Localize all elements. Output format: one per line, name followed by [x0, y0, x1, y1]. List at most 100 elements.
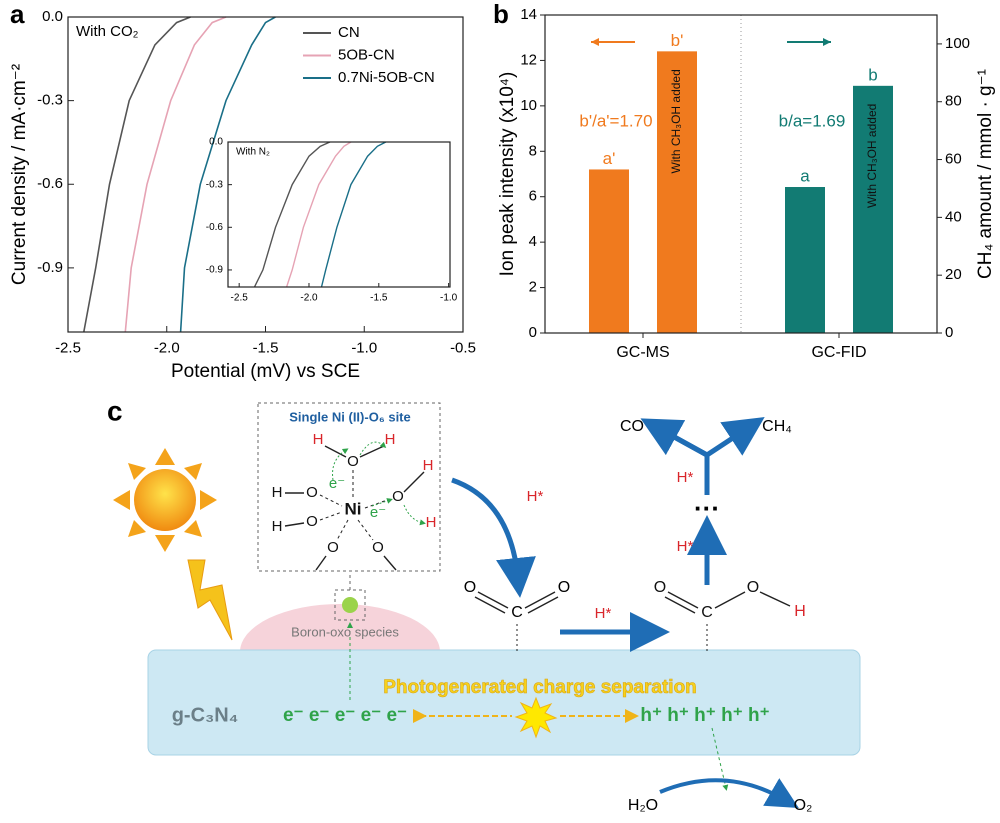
x-tick-label: -1.0 [351, 339, 377, 356]
y-axis-label: Ion peak intensity (x10⁴) [497, 72, 518, 277]
h-star: H* [527, 488, 544, 505]
e-transfer [403, 504, 426, 526]
y2-tick-label: 100 [945, 35, 970, 52]
y-tick-label: 4 [529, 233, 537, 250]
atom: O [464, 579, 476, 596]
hole-arrow [711, 727, 729, 791]
ratio-label: b'/a'=1.70 [579, 111, 652, 130]
sun-ray [128, 463, 146, 480]
e-transfer [359, 441, 387, 456]
lightning [187, 559, 233, 641]
series-line [285, 141, 352, 288]
co2-bonds [474, 591, 791, 614]
atom: e⁻ [370, 504, 386, 521]
y-tick-label: 10 [520, 97, 537, 114]
y-tick-label: -0.3 [37, 92, 63, 109]
ratio-label: b/a=1.69 [779, 111, 846, 130]
adsorb-arrow [451, 477, 536, 598]
y2-tick-label: 20 [945, 266, 962, 283]
e-transfer [371, 498, 393, 507]
coord-bonds [319, 470, 391, 541]
bar-chart: 0 2 4 6 8 10 12 14 0 20 40 60 80 100 GC-MS GC-FID a' b' Wi… [493, 0, 996, 361]
site-dot [342, 597, 358, 613]
product: CH₄ [762, 418, 792, 435]
oxidation-arrow [659, 778, 799, 809]
bar-label: b [868, 65, 877, 84]
y2-tick-label: 40 [945, 208, 962, 225]
e-transfer [332, 448, 349, 481]
atom: O [747, 579, 759, 596]
ellipsis: ··· [694, 493, 720, 523]
bond [383, 555, 397, 571]
atom: H [272, 484, 283, 501]
y2-tick-label: 0 [945, 324, 953, 341]
series-line [83, 16, 191, 333]
legend-label: 0.7Ni-5OB-CN [338, 69, 435, 86]
product-arrow [640, 418, 709, 458]
oxygen: O₂ [794, 797, 813, 814]
product: CO [620, 418, 644, 435]
y2-tick-label: 60 [945, 151, 962, 168]
series-line [179, 16, 276, 333]
site-box [257, 402, 441, 572]
excitation [514, 696, 558, 739]
atom: O [392, 488, 404, 505]
bond [477, 591, 509, 609]
bond [403, 471, 425, 493]
atom: O [306, 513, 318, 530]
bar-label: a' [603, 149, 616, 168]
sun-ray [155, 448, 175, 465]
y-tick-label: -0.9 [37, 259, 63, 276]
boron-region [240, 604, 440, 652]
substrate-label: g-C₃N₄ [172, 704, 239, 726]
atom: H [794, 603, 806, 620]
sun-ray [155, 535, 175, 552]
bond [315, 555, 327, 571]
legend-label: CN [338, 24, 360, 41]
atom: e⁻ [329, 475, 345, 492]
x-tick-label: GC-MS [616, 344, 669, 361]
coord-bond [319, 511, 343, 521]
panel-label: a [10, 0, 25, 29]
atom: O [327, 539, 339, 556]
chart-title: With N₂ [236, 147, 270, 158]
atom: O [558, 579, 570, 596]
bar [657, 51, 697, 333]
coord-bond [364, 498, 391, 509]
sun [113, 448, 217, 552]
panel-label: c [107, 395, 123, 426]
y-tick-label: 12 [520, 51, 537, 68]
y-tick-label: 8 [529, 142, 537, 159]
y-tick-label: 6 [529, 188, 537, 205]
series-line [124, 16, 227, 333]
diagram: c Single Ni (II)-O₆ site Boron-oxo speci… [107, 395, 861, 814]
atom: H [385, 431, 396, 448]
legend-label: 5OB-CN [338, 46, 395, 63]
h-star: H* [677, 469, 694, 486]
x-tick-label: -2.5 [231, 293, 249, 304]
bar-inner-label: With CH₃OH added [669, 69, 683, 173]
site-title: Single Ni (II)-O₆ site [289, 409, 410, 424]
sun-ray [128, 520, 146, 537]
x-tick-label: -2.5 [55, 339, 81, 356]
y-tick-label: -0.6 [206, 222, 224, 233]
bond [324, 445, 347, 458]
y2-axis-label: CH₄ amount / mmol · g⁻¹ [975, 69, 996, 279]
plot-frame [227, 141, 451, 288]
bar-label: a [800, 166, 810, 185]
x-tick-label: GC-FID [811, 344, 866, 361]
axis-arrowhead [823, 38, 831, 46]
bar-label: b' [671, 31, 684, 50]
sun-ray [184, 520, 202, 537]
h-star: H* [677, 538, 694, 555]
x-axis-label: Potential (mV) vs SCE [171, 361, 360, 382]
y-axis-label: Current density / mA·cm⁻² [9, 64, 30, 285]
bond [524, 591, 556, 609]
plot-frame [67, 16, 464, 333]
holes: h⁺ h⁺ h⁺ h⁺ h⁺ [640, 705, 769, 726]
atom: H [423, 457, 434, 474]
coord-bond [357, 519, 374, 541]
y-tick-label: -0.9 [206, 265, 224, 276]
bar [853, 85, 893, 333]
y-tick-label: 0.0 [42, 8, 63, 25]
